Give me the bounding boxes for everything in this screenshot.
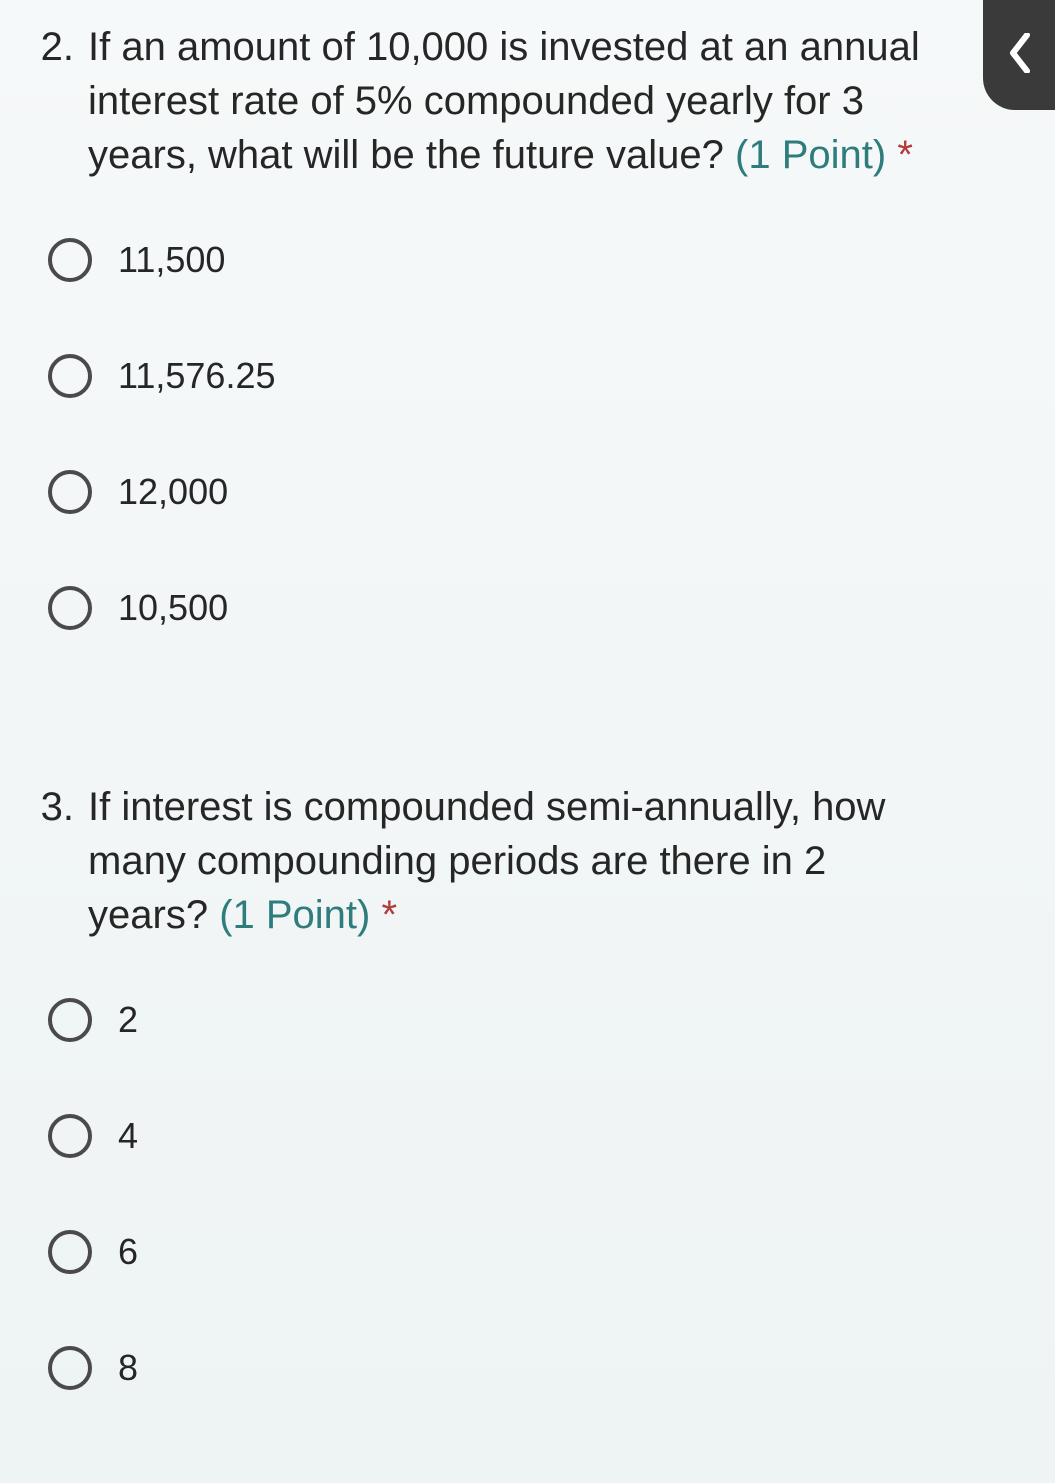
radio-icon (48, 238, 92, 282)
points-label: (1 Point) (219, 893, 370, 937)
chevron-left-icon (1006, 33, 1032, 78)
question-body: If interest is compounded semi-annually,… (88, 785, 885, 937)
back-tab[interactable] (983, 0, 1055, 110)
options-group: 2 4 6 8 (28, 942, 1027, 1390)
option-label: 8 (118, 1347, 138, 1389)
question-number: 3. (28, 780, 74, 834)
radio-icon (48, 586, 92, 630)
option-label: 12,000 (118, 471, 228, 513)
option-label: 10,500 (118, 587, 228, 629)
required-mark: * (897, 133, 913, 177)
option-label: 11,576.25 (118, 355, 275, 397)
option-row[interactable]: 10,500 (48, 586, 1027, 630)
options-group: 11,500 11,576.25 12,000 10,500 (28, 182, 1027, 630)
radio-icon (48, 1346, 92, 1390)
option-row[interactable]: 11,500 (48, 238, 1027, 282)
option-label: 2 (118, 999, 138, 1041)
option-row[interactable]: 6 (48, 1230, 1027, 1274)
radio-icon (48, 998, 92, 1042)
radio-icon (48, 354, 92, 398)
radio-icon (48, 470, 92, 514)
question-prompt: 2. If an amount of 10,000 is invested at… (28, 20, 1027, 182)
spacer (0, 670, 1055, 760)
option-row[interactable]: 4 (48, 1114, 1027, 1158)
option-label: 6 (118, 1231, 138, 1273)
option-row[interactable]: 12,000 (48, 470, 1027, 514)
question-number: 2. (28, 20, 74, 74)
question-prompt: 3. If interest is compounded semi-annual… (28, 780, 1027, 942)
required-mark: * (381, 893, 397, 937)
option-row[interactable]: 2 (48, 998, 1027, 1042)
question-block: 2. If an amount of 10,000 is invested at… (0, 0, 1055, 670)
option-label: 11,500 (118, 239, 225, 281)
option-label: 4 (118, 1115, 138, 1157)
radio-icon (48, 1230, 92, 1274)
question-block: 3. If interest is compounded semi-annual… (0, 760, 1055, 1430)
option-row[interactable]: 11,576.25 (48, 354, 1027, 398)
question-text: If interest is compounded semi-annually,… (88, 780, 1027, 942)
option-row[interactable]: 8 (48, 1346, 1027, 1390)
radio-icon (48, 1114, 92, 1158)
question-text: If an amount of 10,000 is invested at an… (88, 20, 1027, 182)
points-label: (1 Point) (735, 133, 886, 177)
